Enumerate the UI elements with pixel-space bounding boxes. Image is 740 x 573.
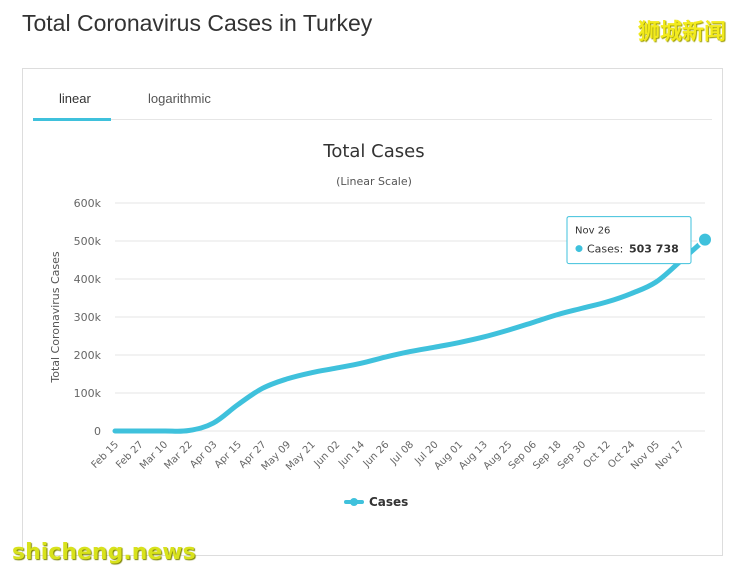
- watermark-logo-bottom: shicheng.news: [12, 540, 196, 565]
- chart-svg: Total Cases (Linear Scale) 0 100k 200k 300k 40…: [49, 141, 713, 509]
- x-tick-label: Sep 30: [556, 439, 588, 471]
- scale-tabs: linear logarithmic: [33, 81, 712, 121]
- y-tick-label: 400k: [74, 273, 102, 286]
- legend-label-cases: Cases: [369, 495, 408, 509]
- active-tab-underline: [33, 118, 111, 121]
- x-tick-label: Jun 14: [336, 439, 367, 470]
- chart-subtitle: (Linear Scale): [336, 175, 412, 188]
- x-tick-label: Jun 26: [361, 439, 392, 470]
- watermark-logo-top: 狮城新闻: [637, 20, 726, 45]
- x-tick-label: Jun 02: [312, 439, 343, 470]
- tooltip-box: [566, 216, 692, 265]
- series-line-cases: [112, 237, 708, 434]
- tooltip-marker: [575, 245, 583, 253]
- legend-swatch-marker: [350, 498, 358, 506]
- y-tick-label: 200k: [74, 349, 102, 362]
- x-tick-label: Jul 08: [388, 439, 416, 467]
- y-tick-label: 0: [94, 425, 101, 438]
- y-tick-label: 500k: [74, 235, 102, 248]
- y-tick-label: 600k: [74, 197, 102, 210]
- tooltip-value: 503 738: [629, 243, 679, 256]
- tab-logarithmic[interactable]: logarithmic: [148, 91, 211, 106]
- y-axis-label: Total Coronavirus Cases: [49, 251, 62, 384]
- data-point-highlight: [697, 231, 713, 248]
- tooltip-label: Cases:: [587, 243, 623, 256]
- tab-linear[interactable]: linear: [59, 91, 91, 106]
- chart-panel: linear logarithmic Total Cases (Linear Sc…: [22, 68, 723, 556]
- tooltip-date: Nov 26: [575, 226, 610, 237]
- y-tick-label: 100k: [74, 387, 102, 400]
- y-tick-label: 300k: [74, 311, 102, 324]
- page-title: Total Coronavirus Cases in Turkey: [22, 10, 373, 36]
- chart-title: Total Cases: [322, 141, 424, 162]
